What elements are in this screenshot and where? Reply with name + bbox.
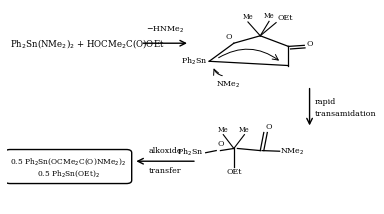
Text: Me: Me — [239, 126, 250, 134]
Text: OEt: OEt — [277, 13, 293, 22]
Text: alkoxide: alkoxide — [148, 147, 182, 155]
Text: Ph$_2$Sn: Ph$_2$Sn — [177, 147, 204, 158]
Text: Me: Me — [243, 13, 253, 21]
Text: 0.5 Ph$_2$Sn(OEt)$_2$: 0.5 Ph$_2$Sn(OEt)$_2$ — [37, 169, 100, 179]
Text: Me: Me — [264, 12, 275, 20]
FancyBboxPatch shape — [5, 150, 132, 184]
Text: O: O — [225, 33, 232, 41]
Text: O: O — [266, 123, 272, 131]
Text: OEt: OEt — [226, 168, 242, 176]
Text: Ph$_2$Sn(NMe$_2$)$_2$ + HOCMe$_2$C(O)OEt: Ph$_2$Sn(NMe$_2$)$_2$ + HOCMe$_2$C(O)OEt — [10, 37, 165, 50]
Text: NMe$_2$: NMe$_2$ — [216, 79, 241, 90]
Text: $-$HNMe$_2$: $-$HNMe$_2$ — [146, 24, 184, 35]
Text: Ph$_2$Sn: Ph$_2$Sn — [181, 56, 207, 67]
Text: rapid: rapid — [315, 98, 336, 106]
Text: transfer: transfer — [149, 167, 182, 175]
Text: NMe$_2$: NMe$_2$ — [280, 146, 304, 157]
Text: transamidation: transamidation — [315, 110, 376, 118]
Text: O: O — [217, 140, 224, 149]
Text: Me: Me — [218, 126, 228, 134]
Text: O: O — [306, 40, 313, 48]
Text: 0.5 Ph$_2$Sn(OCMe$_2$C(O)NMe$_2$)$_2$: 0.5 Ph$_2$Sn(OCMe$_2$C(O)NMe$_2$)$_2$ — [10, 157, 126, 167]
